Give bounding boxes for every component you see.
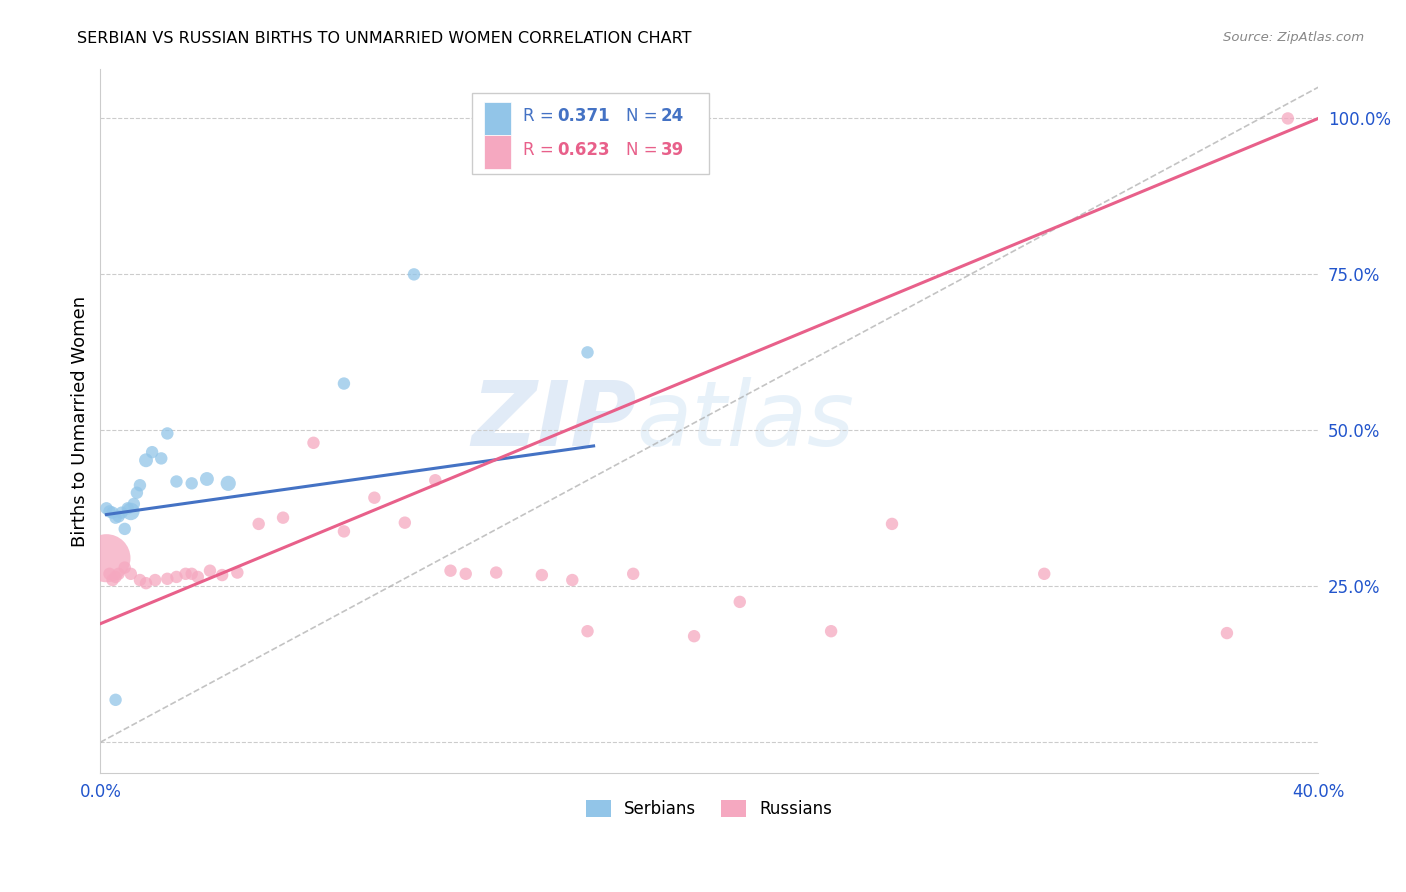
FancyBboxPatch shape: [472, 93, 709, 174]
Point: [174, 566, 197, 581]
Point: [195, 472, 218, 486]
Point: [96, 551, 118, 566]
Point: [104, 570, 127, 584]
Text: 24: 24: [661, 107, 683, 125]
Point: [101, 506, 124, 520]
Point: [530, 568, 553, 582]
Point: [107, 509, 129, 524]
Point: [180, 566, 202, 581]
Text: 39: 39: [661, 141, 683, 159]
Point: [333, 524, 356, 539]
FancyBboxPatch shape: [484, 136, 510, 169]
Point: [363, 491, 385, 505]
Point: [156, 572, 179, 586]
Point: [425, 473, 447, 487]
Y-axis label: Births to Unmarried Women: Births to Unmarried Women: [72, 295, 89, 547]
Point: [135, 453, 157, 467]
Point: [880, 516, 903, 531]
Point: [333, 376, 356, 391]
Point: [576, 624, 599, 639]
Point: [135, 576, 157, 591]
Point: [101, 573, 124, 587]
Point: [820, 624, 842, 639]
Point: [143, 573, 166, 587]
Text: ZIP: ZIP: [471, 377, 637, 465]
Text: R =: R =: [523, 141, 560, 159]
Point: [683, 629, 706, 643]
Point: [98, 504, 121, 518]
FancyBboxPatch shape: [484, 102, 510, 136]
Text: atlas: atlas: [637, 377, 855, 465]
Text: Source: ZipAtlas.com: Source: ZipAtlas.com: [1223, 31, 1364, 45]
Text: 0.371: 0.371: [557, 107, 610, 125]
Point: [150, 451, 173, 466]
Point: [98, 566, 121, 581]
Point: [129, 478, 152, 492]
Text: R =: R =: [523, 107, 560, 125]
Point: [211, 568, 233, 582]
Point: [271, 510, 294, 524]
Text: 0.623: 0.623: [557, 141, 610, 159]
Point: [129, 573, 152, 587]
Point: [180, 476, 202, 491]
Point: [1033, 566, 1056, 581]
Point: [198, 564, 221, 578]
Point: [117, 501, 139, 516]
Point: [107, 566, 129, 581]
Point: [247, 516, 270, 531]
Point: [485, 566, 508, 580]
Point: [402, 268, 425, 282]
Point: [561, 573, 583, 587]
Point: [96, 501, 118, 516]
Text: N =: N =: [627, 141, 664, 159]
Legend: Serbians, Russians: Serbians, Russians: [579, 794, 839, 825]
Point: [394, 516, 416, 530]
Point: [122, 497, 145, 511]
Point: [114, 522, 136, 536]
Point: [302, 435, 325, 450]
Point: [217, 476, 239, 491]
Point: [141, 445, 163, 459]
Point: [125, 485, 148, 500]
Point: [621, 566, 644, 581]
Point: [104, 693, 127, 707]
Point: [1277, 112, 1299, 126]
Point: [187, 570, 209, 584]
Point: [576, 345, 599, 359]
Point: [166, 475, 188, 489]
Point: [104, 510, 127, 524]
Point: [111, 506, 134, 520]
Point: [439, 564, 461, 578]
Point: [226, 566, 249, 580]
Point: [114, 560, 136, 574]
Text: SERBIAN VS RUSSIAN BIRTHS TO UNMARRIED WOMEN CORRELATION CHART: SERBIAN VS RUSSIAN BIRTHS TO UNMARRIED W…: [77, 31, 692, 46]
Point: [120, 504, 142, 518]
Point: [1216, 626, 1239, 640]
Point: [120, 566, 142, 581]
Text: N =: N =: [627, 107, 664, 125]
Point: [166, 570, 188, 584]
Point: [156, 426, 179, 441]
Point: [728, 595, 751, 609]
Point: [454, 566, 477, 581]
